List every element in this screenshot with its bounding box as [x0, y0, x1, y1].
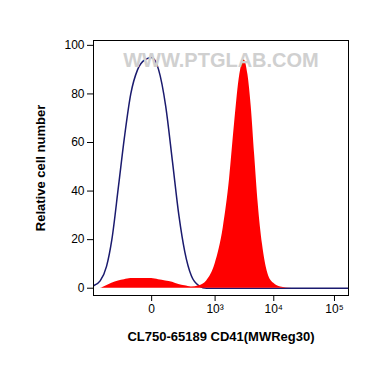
- svg-text:WWW.PTGLAB.COM: WWW.PTGLAB.COM: [123, 49, 319, 71]
- svg-text:10³: 10³: [206, 302, 223, 316]
- svg-text:40: 40: [71, 184, 85, 198]
- svg-text:0: 0: [78, 281, 85, 295]
- svg-text:80: 80: [71, 87, 85, 101]
- svg-text:CL750-65189 CD41(MWReg30): CL750-65189 CD41(MWReg30): [127, 329, 314, 344]
- svg-text:20: 20: [71, 232, 85, 246]
- svg-text:10⁵: 10⁵: [325, 302, 343, 316]
- svg-text:100: 100: [64, 38, 84, 52]
- svg-text:10⁴: 10⁴: [265, 302, 284, 316]
- svg-text:Relative cell number: Relative cell number: [33, 105, 48, 231]
- svg-text:0: 0: [148, 302, 155, 316]
- svg-text:60: 60: [71, 135, 85, 149]
